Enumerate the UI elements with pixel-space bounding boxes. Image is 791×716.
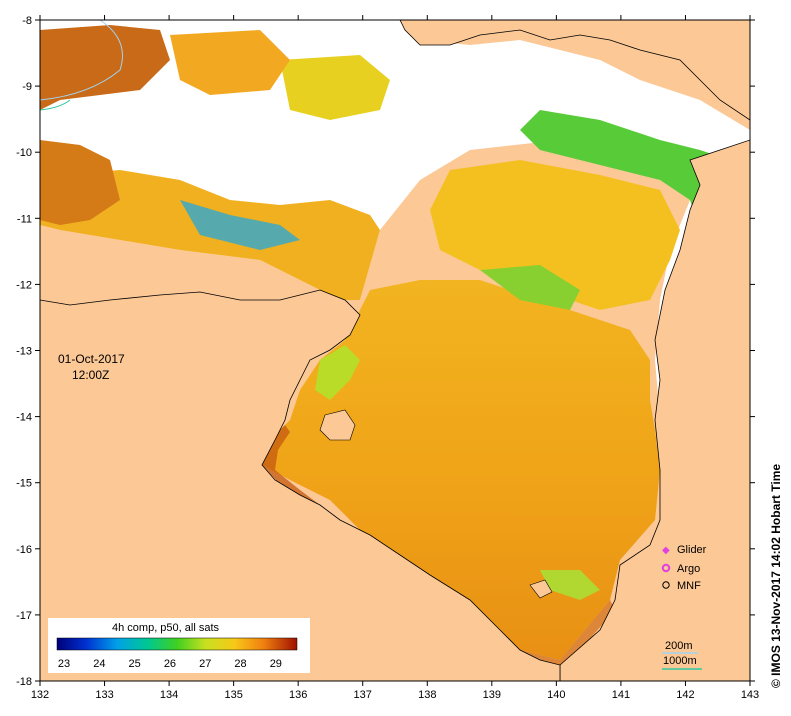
contour-legend: 200m 1000m — [662, 640, 702, 670]
nw-green-blue-fringe — [180, 200, 300, 250]
upper-yellow-patches — [280, 55, 390, 120]
warm-coastal-margin — [262, 425, 320, 510]
lat-tick-label: -10 — [16, 147, 32, 159]
island-small-south — [529, 579, 553, 599]
west-warm-patch — [40, 140, 120, 225]
lat-tick-label: -9 — [22, 81, 32, 93]
colorbar: 4h comp, p50, all sats 23 24 25 26 27 28 29 — [48, 618, 310, 673]
colorbar-title: 4h comp, p50, all sats — [112, 622, 220, 634]
island-west-gulf — [319, 409, 356, 441]
contour-1000m-label: 1000m — [663, 655, 697, 667]
legend-glider-label: Glider — [677, 544, 707, 556]
lat-tick-label: -8 — [22, 15, 32, 27]
observation-legend: ◆ Glider Argo MNF — [661, 544, 707, 592]
lon-tick-label: 137 — [354, 689, 372, 701]
legend-mnf-label: MNF — [677, 580, 701, 592]
lon-tick-label: 139 — [483, 689, 501, 701]
time-label: 12:00Z — [72, 368, 109, 382]
lon-tick-label: 141 — [612, 689, 630, 701]
lat-tick-label: -13 — [16, 346, 32, 358]
contour-200m-label: 200m — [665, 640, 693, 652]
lat-tick-label: -12 — [16, 279, 32, 291]
legend-argo-label: Argo — [677, 563, 700, 575]
argo-icon — [661, 563, 671, 573]
lon-tick-label: 136 — [289, 689, 307, 701]
colorbar-tick-label: 23 — [58, 658, 70, 670]
gulf-of-carpentaria-water — [262, 280, 660, 660]
mnf-icon — [662, 581, 670, 589]
lat-tick-label: -16 — [16, 544, 32, 556]
latitude-axis: -8 -9 -10 -11 -12 -13 -14 -15 -16 -17 -18 — [16, 15, 755, 688]
lat-tick-label: -17 — [16, 610, 32, 622]
lat-tick-label: -14 — [16, 412, 32, 424]
arnhem-land — [40, 289, 561, 681]
colorbar-tick-label: 29 — [270, 658, 282, 670]
glider-icon: ◆ — [662, 545, 670, 556]
lon-tick-label: 134 — [160, 689, 178, 701]
date-label: 01-Oct-2017 — [58, 352, 125, 366]
lon-tick-label: 138 — [418, 689, 436, 701]
imos-credit: © IMOS 13-Nov-2017 14:02 Hobart Time — [769, 464, 783, 688]
lon-tick-label: 140 — [547, 689, 565, 701]
lon-tick-label: 135 — [224, 689, 242, 701]
new-guinea-coast — [399, 20, 750, 121]
lat-tick-label: -15 — [16, 478, 32, 490]
se-green-fringe — [540, 570, 600, 600]
lon-tick-label: 132 — [31, 689, 49, 701]
colorbar-tick-label: 26 — [164, 658, 176, 670]
lon-tick-label: 143 — [741, 689, 759, 701]
colorbar-ramp — [56, 637, 298, 651]
upper-orange-patches — [170, 30, 290, 95]
colorbar-tick-label: 25 — [129, 658, 141, 670]
lon-tick-label: 133 — [95, 689, 113, 701]
lon-tick-label: 142 — [676, 689, 694, 701]
colorbar-tick-label: 24 — [93, 658, 105, 670]
sw-coast-green-fringe — [315, 345, 360, 400]
cape-york-peninsula — [559, 139, 750, 681]
lat-tick-label: -11 — [17, 213, 32, 225]
northwest-warm-patch — [40, 25, 170, 110]
mid-green-patch — [480, 265, 580, 310]
colorbar-labels: 23 24 25 26 27 28 29 — [58, 658, 282, 670]
northeast-cool-patch — [520, 110, 750, 260]
contour-200m — [40, 20, 123, 101]
colorbar-tick-label: 28 — [234, 658, 246, 670]
contour-1000m — [40, 99, 71, 111]
colorbar-tick-label: 27 — [199, 658, 211, 670]
lat-tick-label: -18 — [16, 676, 32, 688]
longitude-axis: 132 133 134 135 136 137 138 139 140 141 142 143 — [31, 15, 759, 701]
